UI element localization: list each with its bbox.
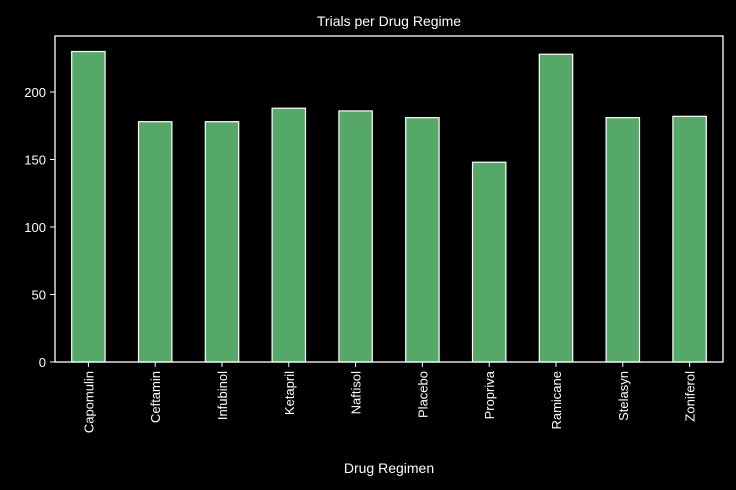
y-tick-label: 150 bbox=[24, 153, 46, 168]
x-tick-label: Ceftamin bbox=[148, 371, 163, 423]
y-tick-label: 100 bbox=[24, 220, 46, 235]
bar-propriva bbox=[471, 161, 507, 363]
y-tick-label: 50 bbox=[32, 288, 46, 303]
plot-area-frame bbox=[54, 35, 724, 363]
x-tick-label: Propriva bbox=[482, 370, 497, 419]
bar-ketapril bbox=[271, 107, 307, 363]
bar-stelasyn bbox=[605, 117, 641, 363]
bar-naftisol bbox=[338, 110, 373, 363]
bar-zoniferol bbox=[672, 115, 707, 363]
y-tick-label: 200 bbox=[24, 85, 46, 100]
bar-ceftamin bbox=[137, 121, 173, 363]
x-tick-label: Placebo bbox=[415, 371, 430, 418]
bar-ramicane bbox=[538, 53, 574, 363]
x-tick-label: Capomulin bbox=[81, 371, 96, 433]
x-tick-label: Naftisol bbox=[349, 371, 364, 414]
x-axis-ticks: Capomulin Ceftamin Infubinol Ketapril Naftis… bbox=[81, 362, 698, 433]
bars-group bbox=[71, 50, 707, 363]
bar-placebo bbox=[405, 117, 440, 363]
x-tick-label: Zoniferol bbox=[683, 371, 698, 422]
x-axis-label: Drug Regimen bbox=[344, 460, 434, 476]
chart-title: Trials per Drug Regime bbox=[317, 13, 461, 29]
y-tick-label: 0 bbox=[39, 355, 46, 370]
x-tick-label: Infubinol bbox=[215, 371, 230, 420]
x-tick-label: Ramicane bbox=[549, 371, 564, 430]
y-axis-ticks: 0 50 100 150 200 bbox=[24, 85, 55, 370]
bar-capomulin bbox=[71, 50, 106, 363]
x-tick-label: Ketapril bbox=[282, 371, 297, 415]
bar-infubinol bbox=[204, 121, 240, 363]
x-tick-label: Stelasyn bbox=[616, 371, 631, 421]
